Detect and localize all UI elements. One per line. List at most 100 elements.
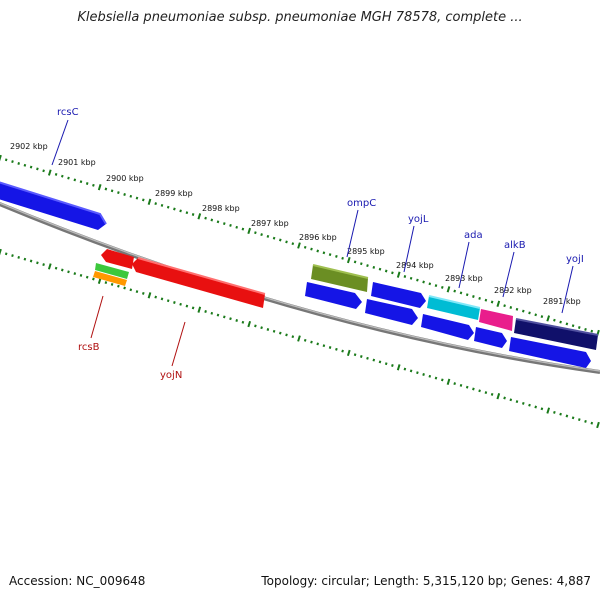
gene-forward-lower-2[interactable] xyxy=(365,299,418,325)
lower-track-minor-tick xyxy=(509,398,513,402)
upper-track-minor-tick xyxy=(328,253,332,257)
gene-rcsB[interactable] xyxy=(101,249,134,269)
upper-track-minor-tick xyxy=(266,234,270,238)
lower-track-minor-tick xyxy=(160,297,164,301)
upper-track-minor-tick xyxy=(453,289,457,293)
lower-track-major-tick xyxy=(47,263,52,270)
upper-track-minor-tick xyxy=(260,233,263,237)
lower-track-minor-tick xyxy=(185,304,189,308)
upper-track-minor-tick xyxy=(42,169,45,173)
gene-green-small[interactable] xyxy=(95,263,129,279)
lower-track-minor-tick xyxy=(266,328,270,331)
gene-yojN[interactable] xyxy=(132,258,265,308)
upper-track-minor-tick xyxy=(272,236,276,240)
gene-forward-lower-3[interactable] xyxy=(421,314,474,340)
upper-track-minor-tick xyxy=(584,327,587,331)
lower-track-minor-tick xyxy=(123,286,126,290)
upper-track-minor-tick xyxy=(110,189,114,193)
upper-track-minor-tick xyxy=(241,227,245,231)
lower-track-minor-tick xyxy=(235,319,239,322)
lower-track-minor-tick xyxy=(553,410,556,414)
lower-track-minor-tick xyxy=(565,414,569,418)
lower-track-minor-tick xyxy=(254,324,257,328)
lower-track-minor-tick xyxy=(372,358,376,362)
tick-label-2896: 2896 kbp xyxy=(299,233,337,242)
lower-track-minor-tick xyxy=(422,373,425,376)
lower-track-minor-tick xyxy=(110,282,114,286)
gene-forward-lower-5[interactable] xyxy=(509,337,591,368)
gene-alkB[interactable] xyxy=(479,309,513,331)
gene-ompC[interactable] xyxy=(311,265,368,292)
label-ada: ada xyxy=(464,230,483,241)
upper-track-major-tick xyxy=(446,286,451,293)
gene-yojL[interactable] xyxy=(371,282,426,308)
upper-track-minor-tick xyxy=(17,162,21,165)
lower-track-minor-tick xyxy=(42,263,45,267)
lower-track-minor-tick xyxy=(291,335,295,339)
gene-orange-small[interactable] xyxy=(93,271,127,286)
upper-track-minor-tick xyxy=(229,223,232,227)
lower-track-minor-tick xyxy=(241,320,245,324)
label-rcsB: rcsB xyxy=(78,342,100,353)
upper-track-minor-tick xyxy=(484,298,488,302)
upper-track-major-tick xyxy=(496,300,501,307)
upper-track-minor-tick xyxy=(85,182,89,185)
upper-track-minor-tick xyxy=(210,218,214,222)
lower-track-minor-tick xyxy=(60,268,64,272)
upper-track-minor-tick xyxy=(553,318,556,322)
lower-track-minor-tick xyxy=(391,364,394,367)
tick-label-2891: 2891 kbp xyxy=(543,297,581,306)
lower-track-minor-tick xyxy=(366,356,369,360)
upper-track-minor-tick xyxy=(577,326,581,329)
lower-track-minor-tick xyxy=(403,367,407,371)
lower-track-minor-tick xyxy=(590,421,594,425)
tick-label-2899: 2899 kbp xyxy=(155,189,193,198)
upper-track-minor-tick xyxy=(23,163,27,167)
lower-track-minor-tick xyxy=(559,412,562,416)
upper-track-minor-tick xyxy=(515,307,519,311)
lower-track-major-tick xyxy=(0,248,2,256)
upper-track-minor-tick xyxy=(503,304,506,308)
upper-track-minor-tick xyxy=(141,198,145,202)
gene-rcsC[interactable] xyxy=(0,181,106,230)
genome-summary: Topology: circular; Length: 5,315,120 bp… xyxy=(261,574,591,588)
lower-track-minor-tick xyxy=(23,257,27,261)
lower-track-minor-tick xyxy=(484,391,488,395)
map-title: Klebsiella pneumoniae subsp. pneumoniae … xyxy=(77,10,523,25)
lower-track-minor-tick xyxy=(285,333,288,337)
upper-track-minor-tick xyxy=(11,160,14,164)
lower-track-minor-tick xyxy=(540,407,544,411)
gene-forward-lower-1[interactable] xyxy=(305,282,362,309)
gene-yojI[interactable] xyxy=(514,319,598,350)
gene-forward-lower-4[interactable] xyxy=(474,327,507,348)
upper-track-minor-tick xyxy=(571,324,575,328)
upper-track-major-tick xyxy=(396,271,401,278)
gene-ada[interactable] xyxy=(427,296,480,320)
upper-track-minor-tick xyxy=(179,209,182,213)
tick-label-2898: 2898 kbp xyxy=(202,204,240,213)
upper-track-minor-tick xyxy=(36,167,39,171)
lower-track-minor-tick xyxy=(229,317,232,321)
tick-label-2893: 2893 kbp xyxy=(445,274,483,283)
upper-track-minor-tick xyxy=(216,220,220,224)
lower-track-minor-tick xyxy=(577,418,581,422)
upper-track-minor-tick xyxy=(4,158,8,162)
upper-track-minor-tick xyxy=(478,296,481,300)
lower-track-minor-tick xyxy=(534,405,538,409)
upper-track-minor-tick xyxy=(235,225,239,229)
lower-track-minor-tick xyxy=(4,252,8,256)
upper-track-minor-tick xyxy=(310,247,313,251)
lower-track-minor-tick xyxy=(36,261,39,265)
lower-track-minor-tick xyxy=(17,255,21,259)
lower-track-minor-tick xyxy=(384,362,388,366)
upper-track-minor-tick xyxy=(440,285,444,289)
lower-track-minor-tick xyxy=(521,401,525,405)
label-yojI: yojI xyxy=(566,254,584,265)
label-ompC: ompC xyxy=(347,198,376,209)
upper-track-minor-tick xyxy=(409,276,413,280)
upper-track-minor-tick xyxy=(422,280,425,284)
lower-track-minor-tick xyxy=(54,266,58,270)
upper-track-minor-tick xyxy=(185,211,189,215)
lower-track-minor-tick xyxy=(222,315,226,319)
upper-track-major-tick xyxy=(247,227,252,235)
